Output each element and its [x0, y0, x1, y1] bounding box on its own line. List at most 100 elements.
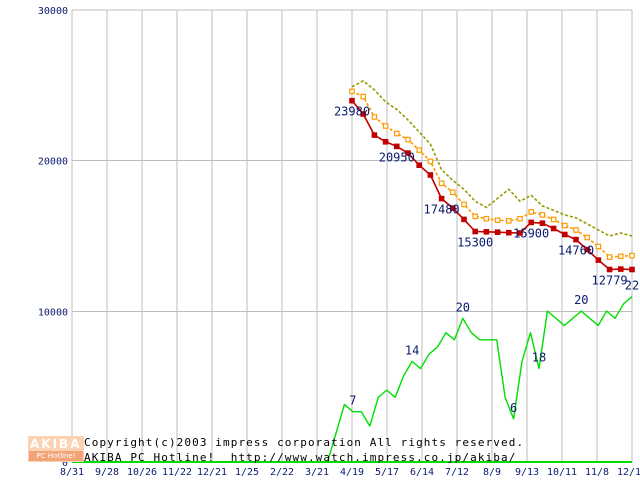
- x-axis-tick-label: 8/9: [483, 467, 501, 478]
- series-line-shop-count: [326, 296, 633, 463]
- y-axis-tick-label: 20000: [38, 157, 68, 168]
- series-marker-lowest-price: [573, 236, 579, 243]
- data-point-label: 12779: [592, 274, 628, 288]
- series-marker-lowest-price: [405, 150, 411, 156]
- data-point-label: 17480: [424, 203, 460, 217]
- series-marker-lowest-price: [349, 97, 355, 104]
- data-point-label: 20950: [379, 150, 415, 164]
- x-axis-tick-label: 11/8: [585, 467, 609, 478]
- series-marker-average-price: [528, 209, 535, 215]
- data-point-label: 7: [349, 394, 356, 408]
- series-marker-average-price: [517, 215, 523, 222]
- series-marker-average-price: [584, 234, 591, 241]
- data-point-label: 22: [625, 279, 639, 293]
- series-marker-average-price: [629, 252, 635, 259]
- x-axis-tick-label: 9/28: [95, 467, 119, 478]
- axis-labels: 0 10000 20000 30000 8/31 9/28 10/26 11/22 12/21 1…: [38, 6, 640, 478]
- series-marker-average-price: [506, 218, 512, 224]
- series-marker-average-price: [573, 227, 579, 233]
- series-marker-average-price: [595, 243, 602, 250]
- series-line-highest-price: [351, 80, 633, 237]
- series-marker-average-price: [416, 147, 423, 153]
- series-marker-lowest-price: [438, 195, 445, 202]
- series-marker-lowest-price: [550, 225, 557, 232]
- x-axis-tick-label: 12/21: [197, 467, 227, 478]
- series-marker-lowest-price: [416, 162, 423, 169]
- grid-lines: [71, 9, 633, 463]
- series-marker-lowest-price: [360, 111, 367, 117]
- data-point-label: 6: [510, 401, 517, 415]
- akiba-logo-watermark: AKIBA PC Hotline!: [28, 436, 84, 462]
- data-point-label: 14760: [558, 244, 594, 258]
- series-marker-lowest-price: [371, 132, 378, 138]
- series-marker-average-price: [461, 201, 467, 208]
- series-marker-lowest-price: [539, 220, 546, 227]
- series-marker-average-price: [371, 114, 378, 120]
- series-marker-lowest-price: [461, 216, 467, 223]
- series-marker-lowest-price: [584, 246, 591, 253]
- x-axis-tick-label: 2/22: [270, 467, 294, 478]
- x-axis-tick-label: 8/31: [60, 467, 84, 478]
- y-axis-tick-label: 10000: [38, 307, 68, 318]
- series-marker-lowest-price: [483, 229, 490, 235]
- series-marker-average-price: [427, 158, 434, 165]
- series-marker-average-price: [606, 254, 613, 260]
- data-value-labels: 23980 20950 17480 15300 15900 14760 12779 7 14 20…: [334, 105, 639, 415]
- series-marker-average-price: [438, 180, 445, 187]
- series-marker-lowest-price: [450, 205, 456, 211]
- series-marker-lowest-price: [506, 229, 512, 236]
- x-axis-tick-label: 10/26: [127, 467, 157, 478]
- series-marker-lowest-price: [517, 230, 523, 236]
- series-marker-average-price: [405, 136, 411, 143]
- series-marker-average-price: [539, 212, 546, 218]
- series-marker-lowest-price: [561, 231, 568, 238]
- series-marker-lowest-price: [528, 219, 535, 226]
- data-point-label: 18: [532, 351, 546, 365]
- series-marker-average-price: [483, 215, 490, 222]
- series-marker-lowest-price: [494, 229, 501, 236]
- series-marker-average-price: [394, 130, 400, 137]
- y-axis-tick-label: 30000: [38, 6, 68, 17]
- series-marker-lowest-price: [606, 266, 613, 273]
- logo-sub-text: PC Hotline!: [29, 451, 83, 461]
- copyright-line-2: AKIBA PC Hotline! http://www.watch.impre…: [84, 451, 517, 464]
- series-marker-average-price: [360, 93, 367, 100]
- data-point-label: 20: [456, 300, 470, 314]
- series-marker-average-price: [349, 88, 355, 95]
- series-marker-average-price: [561, 222, 568, 229]
- series-marker-lowest-price: [595, 257, 602, 263]
- series-marker-average-price: [450, 189, 456, 196]
- series-marker-average-price: [382, 123, 389, 129]
- data-point-label: 20: [574, 293, 588, 307]
- data-point-label: 23980: [334, 105, 370, 119]
- x-axis-tick-label: 3/21: [305, 467, 329, 478]
- y-axis-tick-label: 0: [62, 458, 68, 469]
- series-layer: [72, 80, 635, 463]
- x-axis-tick-label: 7/12: [445, 467, 469, 478]
- x-axis-tick-label: 9/13: [515, 467, 539, 478]
- series-marker-average-price: [617, 253, 624, 260]
- series-marker-lowest-price: [427, 172, 434, 178]
- series-marker-average-price: [472, 213, 479, 220]
- x-axis-tick-label: 6/14: [410, 467, 434, 478]
- series-marker-lowest-price: [617, 266, 624, 272]
- series-marker-lowest-price: [394, 143, 400, 150]
- series-marker-average-price: [494, 217, 501, 224]
- x-axis-tick-label: 11/22: [162, 467, 192, 478]
- series-marker-lowest-price: [629, 266, 635, 273]
- copyright-line-1: Copyright(c)2003 impress corporation All…: [84, 436, 525, 449]
- data-point-label: 14: [405, 343, 419, 357]
- x-axis-tick-label: 4/19: [340, 467, 364, 478]
- data-point-label: 15900: [513, 226, 549, 240]
- series-marker-lowest-price: [472, 228, 479, 235]
- x-axis-tick-label: 5/17: [375, 467, 399, 478]
- data-point-label: 15300: [457, 236, 493, 250]
- logo-main-text: AKIBA: [30, 437, 82, 451]
- series-marker-lowest-price: [382, 139, 389, 145]
- x-axis-tick-label: 10/11: [547, 467, 577, 478]
- x-axis-tick-label: 1/25: [235, 467, 259, 478]
- series-marker-average-price: [550, 216, 557, 223]
- x-axis-tick-label: 12/15: [617, 467, 640, 478]
